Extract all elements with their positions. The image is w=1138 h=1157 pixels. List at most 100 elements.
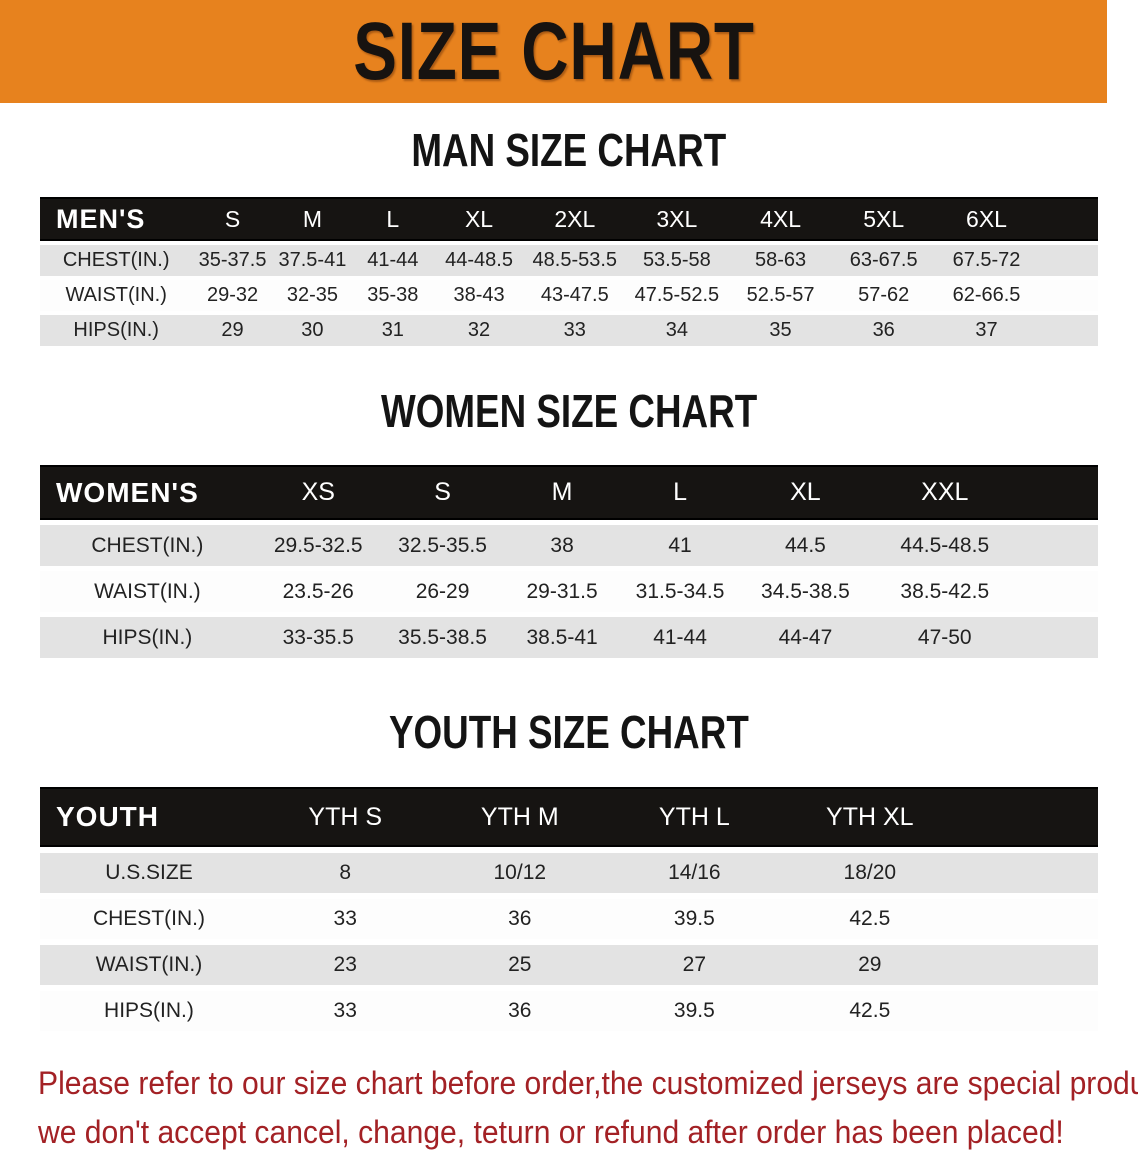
measurement-label: HIPS(IN.) [40,617,255,658]
size-value-cell: 35.5-38.5 [381,617,504,658]
size-value-cell: 42.5 [781,991,1098,1031]
size-value-cell: 35-38 [352,280,434,311]
measurement-label: CHEST(IN.) [40,525,255,566]
measurement-row: CHEST(IN.) 33 36 39.5 42.5 [40,899,1098,939]
size-value-cell: 37.5-41 [272,245,353,276]
table-group-label: MEN'S [40,197,193,241]
size-value-cell: 23 [257,945,433,985]
youth-size-table: YOUTH YTH S YTH M YTH L YTH XL U.S.SIZE 8 10/12… [40,781,1098,1037]
measurement-row: WAIST(IN.) 23.5-26 26-29 29-31.5 31.5-34.5 34… [40,571,1098,612]
measurement-row: CHEST(IN.) 29.5-32.5 32.5-35.5 38 41 44.5 44.5… [40,525,1098,566]
size-value-cell: 44.5-48.5 [871,525,1098,566]
size-value-cell: 23.5-26 [254,571,382,612]
size-value-cell: 37 [935,315,1098,346]
youth-size-chart-heading-text: YOUTH SIZE CHART [389,706,749,758]
size-value-cell: 41-44 [620,617,740,658]
table-group-label: WOMEN'S [40,465,255,520]
size-column-header: 2XL [524,197,626,241]
size-value-cell: 42.5 [781,899,1098,939]
size-value-cell: 47.5-52.5 [625,280,729,311]
size-value-cell: 62-66.5 [935,280,1098,311]
size-header-row: MEN'S S M L XL 2XL 3XL 4XL 5XL 6XL [40,197,1098,241]
size-value-cell: 52.5-57 [728,280,833,311]
size-column-header: M [272,197,353,241]
size-value-cell: 32 [433,315,525,346]
women-size-chart-heading: WOMEN SIZE CHART [0,388,1138,434]
banner-title: SIZE CHART [352,5,755,97]
youth-size-chart-heading: YOUTH SIZE CHART [0,709,1138,755]
size-column-header: L [620,465,740,520]
size-column-header: 5XL [832,197,935,241]
size-value-cell: 47-50 [871,617,1098,658]
measurement-row: WAIST(IN.) 23 25 27 29 [40,945,1098,985]
womens-size-table: WOMEN'S XS S M L XL XXL CHEST(IN.) 29.5-32.5 32.5… [40,460,1098,663]
mens-size-table: MEN'S S M L XL 2XL 3XL 4XL 5XL 6XL CHEST(IN.) 35-37… [40,193,1098,350]
size-value-cell: 33 [257,899,433,939]
size-value-cell: 38 [503,525,621,566]
size-value-cell: 38-43 [433,280,525,311]
man-size-chart-heading-text: MAN SIZE CHART [411,124,727,176]
youth-size-table-wrap: YOUTH YTH S YTH M YTH L YTH XL U.S.SIZE 8 10/12… [0,781,1138,1037]
size-column-header: 4XL [728,197,833,241]
measurement-row: CHEST(IN.) 35-37.5 37.5-41 41-44 44-48.5 48.5… [40,245,1098,276]
table-group-label: YOUTH [40,787,258,847]
size-value-cell: 36 [432,899,608,939]
size-value-cell: 29 [192,315,273,346]
size-column-header: 6XL [935,197,1098,241]
size-value-cell: 34.5-38.5 [739,571,872,612]
size-value-cell: 38.5-41 [503,617,621,658]
man-size-chart-heading: MAN SIZE CHART [0,127,1138,173]
size-value-cell: 41 [620,525,740,566]
size-value-cell: 35 [728,315,833,346]
size-value-cell: 33-35.5 [254,617,382,658]
size-value-cell: 67.5-72 [935,245,1098,276]
size-value-cell: 10/12 [432,853,608,893]
size-value-cell: 29-32 [192,280,273,311]
measurement-row: HIPS(IN.) 29 30 31 32 33 34 35 36 37 [40,315,1098,346]
size-value-cell: 25 [432,945,608,985]
size-value-cell: 36 [432,991,608,1031]
size-value-cell: 35-37.5 [192,245,273,276]
size-value-cell: 34 [625,315,729,346]
size-value-cell: 33 [524,315,626,346]
disclaimer-line-1: Please refer to our size chart before or… [38,1065,1138,1101]
size-column-header: XL [739,465,872,520]
measurement-row: WAIST(IN.) 29-32 32-35 35-38 38-43 43-47.5 47.… [40,280,1098,311]
size-value-cell: 32-35 [272,280,353,311]
mens-size-table-wrap: MEN'S S M L XL 2XL 3XL 4XL 5XL 6XL CHEST(IN.) 35-37… [0,193,1138,350]
size-column-header: XS [254,465,382,520]
size-column-header: M [503,465,621,520]
size-value-cell: 27 [607,945,782,985]
size-value-cell: 58-63 [728,245,833,276]
size-value-cell: 29 [781,945,1098,985]
size-value-cell: 31 [352,315,434,346]
size-column-header: S [192,197,273,241]
size-value-cell: 53.5-58 [625,245,729,276]
size-value-cell: 44-48.5 [433,245,525,276]
size-chart-banner: SIZE CHART [0,0,1107,103]
size-value-cell: 30 [272,315,353,346]
size-value-cell: 44.5 [739,525,872,566]
disclaimer-line-2: we don't accept cancel, change, teturn o… [38,1114,1064,1150]
size-column-header: YTH M [432,787,608,847]
size-value-cell: 31.5-34.5 [620,571,740,612]
measurement-label: HIPS(IN.) [40,991,258,1031]
size-value-cell: 44-47 [739,617,872,658]
size-column-header: YTH S [257,787,433,847]
measurement-label: CHEST(IN.) [40,245,193,276]
measurement-row: U.S.SIZE 8 10/12 14/16 18/20 [40,853,1098,893]
size-column-header: S [381,465,504,520]
size-column-header: YTH L [607,787,782,847]
measurement-label: WAIST(IN.) [40,945,258,985]
measurement-row: HIPS(IN.) 33 36 39.5 42.5 [40,991,1098,1031]
measurement-label: WAIST(IN.) [40,280,193,311]
size-value-cell: 63-67.5 [832,245,935,276]
size-value-cell: 41-44 [352,245,434,276]
measurement-label: HIPS(IN.) [40,315,193,346]
size-value-cell: 43-47.5 [524,280,626,311]
measurement-label: U.S.SIZE [40,853,258,893]
size-header-row: YOUTH YTH S YTH M YTH L YTH XL [40,787,1098,847]
size-value-cell: 39.5 [607,991,782,1031]
size-column-header: L [352,197,434,241]
size-value-cell: 48.5-53.5 [524,245,626,276]
